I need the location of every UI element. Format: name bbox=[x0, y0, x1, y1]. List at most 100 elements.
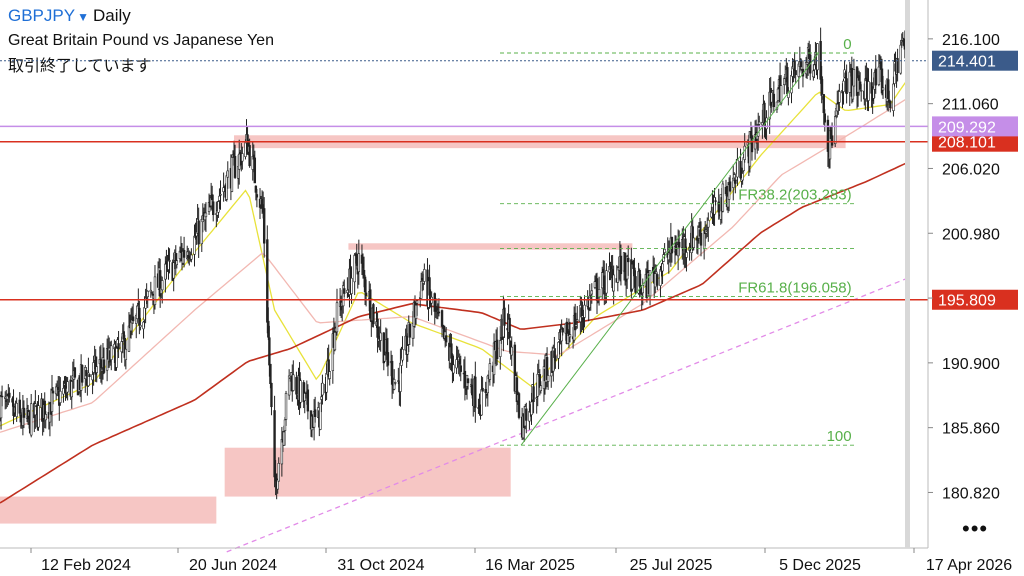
candle-body bbox=[408, 323, 411, 338]
moving-averages-layer bbox=[0, 79, 908, 504]
candle-body bbox=[561, 328, 564, 333]
candle-body bbox=[287, 375, 291, 396]
y-tick-label: 200.980 bbox=[942, 226, 1000, 243]
candle-body bbox=[18, 399, 21, 414]
candle-body bbox=[175, 260, 179, 266]
x-tick-label: 12 Feb 2024 bbox=[41, 557, 131, 574]
x-tick-label: 17 Apr 2026 bbox=[926, 557, 1012, 574]
candle-body bbox=[153, 276, 157, 305]
candle-body bbox=[486, 375, 490, 394]
scroll-marker bbox=[905, 0, 910, 548]
candle-body bbox=[459, 365, 462, 372]
candle-body bbox=[241, 153, 244, 162]
candle-body bbox=[452, 364, 455, 374]
candle-body bbox=[284, 393, 288, 420]
zone-rect bbox=[0, 496, 217, 524]
candle-body bbox=[896, 58, 899, 73]
candle-body bbox=[721, 183, 725, 212]
candle-body bbox=[466, 378, 470, 384]
candle-body bbox=[655, 271, 658, 274]
candle-body bbox=[480, 389, 483, 416]
candle-body bbox=[634, 276, 637, 293]
candle-body bbox=[641, 284, 644, 294]
zone-rect bbox=[224, 447, 511, 497]
candle-body bbox=[877, 66, 881, 86]
candle-body bbox=[595, 278, 599, 301]
fib-trendline bbox=[520, 52, 819, 446]
candle-body bbox=[102, 359, 106, 373]
candle-body bbox=[677, 241, 681, 248]
candle-body bbox=[0, 395, 4, 398]
candle-body bbox=[379, 332, 382, 341]
candle-body bbox=[627, 257, 630, 263]
candle-body bbox=[758, 121, 761, 125]
candle-body bbox=[488, 363, 492, 380]
price-tag-label: 195.809 bbox=[938, 293, 996, 310]
candle-body bbox=[95, 366, 98, 373]
instrument-description: Great Britain Pound vs Japanese Yen bbox=[8, 32, 274, 49]
candle-body bbox=[73, 367, 77, 378]
candle-body bbox=[168, 260, 171, 262]
candle-body bbox=[484, 389, 487, 393]
more-options-icon[interactable]: ••• bbox=[962, 516, 989, 541]
candle-body bbox=[799, 59, 803, 68]
candle-body bbox=[889, 100, 892, 109]
candle-body bbox=[838, 91, 841, 103]
candle-body bbox=[319, 402, 322, 430]
market-status: 取引終了しています bbox=[8, 56, 152, 75]
y-tick-label: 211.060 bbox=[942, 97, 999, 114]
candle-body bbox=[161, 280, 164, 291]
fib-level-label: FR38.2(203.283) bbox=[738, 187, 851, 204]
candle-body bbox=[124, 348, 128, 360]
candle-body bbox=[775, 101, 779, 110]
candle-body bbox=[539, 385, 543, 391]
candle-body bbox=[495, 339, 499, 360]
price-tag-label: 209.292 bbox=[938, 119, 996, 136]
timeframe-label[interactable]: Daily bbox=[92, 6, 131, 25]
candle-body bbox=[532, 386, 535, 403]
candle-body bbox=[444, 335, 448, 343]
candle-body bbox=[343, 288, 346, 294]
candle-body bbox=[612, 274, 615, 292]
candle-body bbox=[62, 388, 65, 395]
candle-body bbox=[386, 352, 390, 366]
price-tag-bg bbox=[932, 116, 1018, 137]
candle-body bbox=[881, 87, 885, 91]
candle-body bbox=[713, 197, 716, 215]
candle-body bbox=[372, 304, 375, 325]
candle-body bbox=[394, 382, 397, 384]
candle-body bbox=[66, 381, 69, 393]
candle-body bbox=[262, 208, 266, 244]
y-tick-label: 206.020 bbox=[942, 161, 1000, 178]
y-tick-label: 185.860 bbox=[942, 421, 1000, 438]
symbol-selector[interactable]: GBPJPY ▼ Daily bbox=[8, 6, 131, 26]
candle-body bbox=[88, 374, 91, 378]
candle-body bbox=[583, 304, 586, 318]
candle-body bbox=[772, 93, 776, 108]
candle-body bbox=[127, 325, 131, 352]
candle-body bbox=[852, 69, 856, 87]
candle-body bbox=[765, 117, 768, 130]
symbol-label[interactable]: GBPJPY bbox=[8, 6, 76, 25]
candle-body bbox=[22, 407, 26, 418]
candle-body bbox=[568, 334, 572, 338]
candle-body bbox=[70, 381, 73, 398]
chevron-down-icon[interactable]: ▼ bbox=[77, 10, 89, 24]
candle-body bbox=[845, 78, 848, 95]
trend-channel-layer bbox=[226, 277, 909, 553]
candle-body bbox=[499, 340, 502, 357]
candle-body bbox=[440, 310, 444, 327]
fibonacci-layer: 0 FR38.2(203.283) FR61.8(196.058) 100 bbox=[500, 36, 856, 446]
candle-body bbox=[255, 194, 259, 198]
ma-line-slow bbox=[0, 162, 908, 504]
candle-body bbox=[830, 135, 834, 146]
candle-body bbox=[59, 390, 62, 403]
x-tick-label: 25 Jul 2025 bbox=[630, 557, 713, 574]
fib-level-label: 0 bbox=[843, 36, 851, 53]
candle-body bbox=[510, 346, 513, 356]
candle-body bbox=[750, 135, 754, 153]
candle-body bbox=[248, 145, 251, 167]
candle-body bbox=[892, 83, 895, 111]
